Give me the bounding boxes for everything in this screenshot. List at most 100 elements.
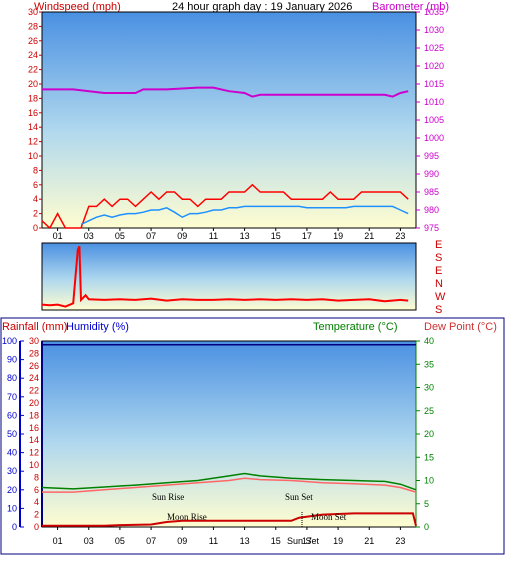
temp-tick-label: 25 — [424, 406, 434, 416]
baro-tick-label: 1035 — [424, 7, 444, 17]
hour-tick-label: 01 — [53, 536, 63, 546]
hour-tick-label: 03 — [84, 536, 94, 546]
rain-tick-label: 6 — [34, 485, 39, 495]
temp-tick-label: 35 — [424, 359, 434, 369]
direction-label: E — [435, 265, 442, 277]
baro-tick-label: 1015 — [424, 79, 444, 89]
temp-tick-label: 0 — [424, 522, 429, 532]
sun-set-axis-label: Sun Set — [287, 536, 320, 546]
temp-tick-label: 5 — [424, 499, 429, 509]
direction-label: S — [435, 304, 442, 316]
baro-tick-label: 1010 — [424, 97, 444, 107]
direction-label: N — [435, 278, 443, 290]
hour-tick-label: 11 — [209, 536, 218, 546]
sun-rise-label: Sun Rise — [152, 492, 184, 502]
direction-label: S — [435, 252, 442, 264]
barometer-line — [42, 86, 409, 98]
rain-tick-label: 18 — [29, 410, 39, 420]
rain-tick-label: 8 — [34, 472, 39, 482]
hour-tick-label: 23 — [395, 231, 405, 241]
temp-tick-label: 20 — [424, 429, 434, 439]
hour-tick-label: 21 — [364, 231, 374, 241]
sun-set-label: Sun Set — [285, 492, 313, 502]
baro-tick-label: 1025 — [424, 43, 444, 53]
humidity-tick-label: 10 — [7, 503, 17, 513]
hour-tick-label: 21 — [364, 536, 374, 546]
temp-tick-label: 10 — [424, 476, 434, 486]
rain-tick-label: 2 — [34, 510, 39, 520]
hour-tick-label: 13 — [240, 231, 250, 241]
hour-tick-label: 15 — [271, 231, 281, 241]
rain-tick-label: 22 — [29, 386, 39, 396]
dewpoint-axis-label: Dew Point (°C) — [424, 321, 497, 333]
humidity-tick-label: 60 — [7, 410, 17, 420]
direction-label: E — [435, 239, 442, 251]
windspeed-axis-label: Windspeed (mph) — [34, 1, 121, 13]
wind-tick-label: 16 — [28, 108, 38, 118]
hour-tick-label: 07 — [146, 231, 156, 241]
baro-tick-label: 995 — [424, 151, 439, 161]
wind-series-line — [80, 205, 409, 226]
hour-tick-label: 05 — [115, 536, 125, 546]
wind-tick-label: 28 — [28, 21, 38, 31]
wind-series-line — [41, 183, 409, 230]
rainfall-line — [42, 512, 417, 527]
rainfall-axis-label: Rainfall (mm) — [2, 321, 67, 333]
rain-tick-label: 30 — [29, 336, 39, 346]
moon-rise-label: Moon Rise — [167, 512, 207, 522]
hour-tick-label: 03 — [84, 231, 94, 241]
rain-tick-label: 12 — [29, 448, 39, 458]
wind-tick-label: 10 — [28, 151, 38, 161]
humidity-tick-label: 20 — [7, 485, 17, 495]
hour-tick-label: 19 — [333, 231, 343, 241]
humidity-tick-label: 100 — [2, 336, 17, 346]
baro-tick-label: 1005 — [424, 115, 444, 125]
hour-tick-label: 17 — [302, 231, 312, 241]
bottom-frame — [0, 317, 505, 555]
hour-tick-label: 05 — [115, 231, 125, 241]
wind-tick-label: 22 — [28, 65, 38, 75]
wind-tick-label: 8 — [33, 165, 38, 175]
humidity-tick-label: 30 — [7, 466, 17, 476]
wind-direction-line — [41, 245, 409, 308]
temperature-line — [41, 472, 417, 491]
wind-tick-label: 20 — [28, 79, 38, 89]
rain-tick-label: 16 — [29, 423, 39, 433]
humidity-tick-label: 90 — [7, 355, 17, 365]
wind-tick-label: 0 — [33, 223, 38, 233]
humidity-tick-label: 40 — [7, 448, 17, 458]
hour-tick-label: 13 — [240, 536, 250, 546]
rain-tick-label: 10 — [29, 460, 39, 470]
hour-tick-label: 01 — [53, 231, 63, 241]
wind-tick-label: 24 — [28, 50, 38, 60]
rain-tick-label: 24 — [29, 373, 39, 383]
humidity-tick-label: 0 — [12, 522, 17, 532]
baro-tick-label: 975 — [424, 223, 439, 233]
baro-tick-label: 1020 — [424, 61, 444, 71]
baro-tick-label: 985 — [424, 187, 439, 197]
hour-tick-label: 11 — [209, 231, 218, 241]
hour-tick-label: 17 — [302, 536, 312, 546]
baro-tick-label: 990 — [424, 169, 439, 179]
hour-tick-label: 19 — [333, 536, 343, 546]
wind-panel — [41, 11, 417, 229]
humidity-tick-label: 50 — [7, 429, 17, 439]
wind-tick-label: 14 — [28, 122, 38, 132]
rain-tick-label: 14 — [29, 435, 39, 445]
hour-tick-label: 15 — [271, 536, 281, 546]
temp-rain-panel — [41, 340, 417, 528]
humidity-axis-label: Humidity (%) — [66, 321, 129, 333]
humidity-tick-label: 70 — [7, 392, 17, 402]
hour-tick-label: 07 — [146, 536, 156, 546]
barometer-axis-label: Barometer (mb) — [372, 1, 449, 13]
rain-tick-label: 26 — [29, 361, 39, 371]
temp-tick-label: 30 — [424, 383, 434, 393]
baro-tick-label: 1030 — [424, 25, 444, 35]
temp-tick-label: 40 — [424, 336, 434, 346]
humidity-tick-label: 80 — [7, 373, 17, 383]
baro-tick-label: 980 — [424, 205, 439, 215]
hour-tick-label: 09 — [177, 231, 187, 241]
hour-tick-label: 23 — [395, 536, 405, 546]
temp-tick-label: 15 — [424, 452, 434, 462]
direction-label: W — [435, 291, 446, 303]
